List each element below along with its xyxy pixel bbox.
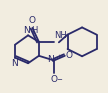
Text: N: N: [47, 56, 53, 64]
Text: O: O: [65, 51, 72, 60]
Text: H: H: [31, 26, 37, 35]
Text: O: O: [51, 75, 57, 84]
Text: −: −: [56, 77, 62, 83]
Text: N: N: [24, 26, 30, 35]
Text: N: N: [11, 59, 17, 68]
Text: NH: NH: [55, 31, 67, 40]
Text: O: O: [29, 16, 36, 25]
Text: +: +: [56, 54, 61, 59]
